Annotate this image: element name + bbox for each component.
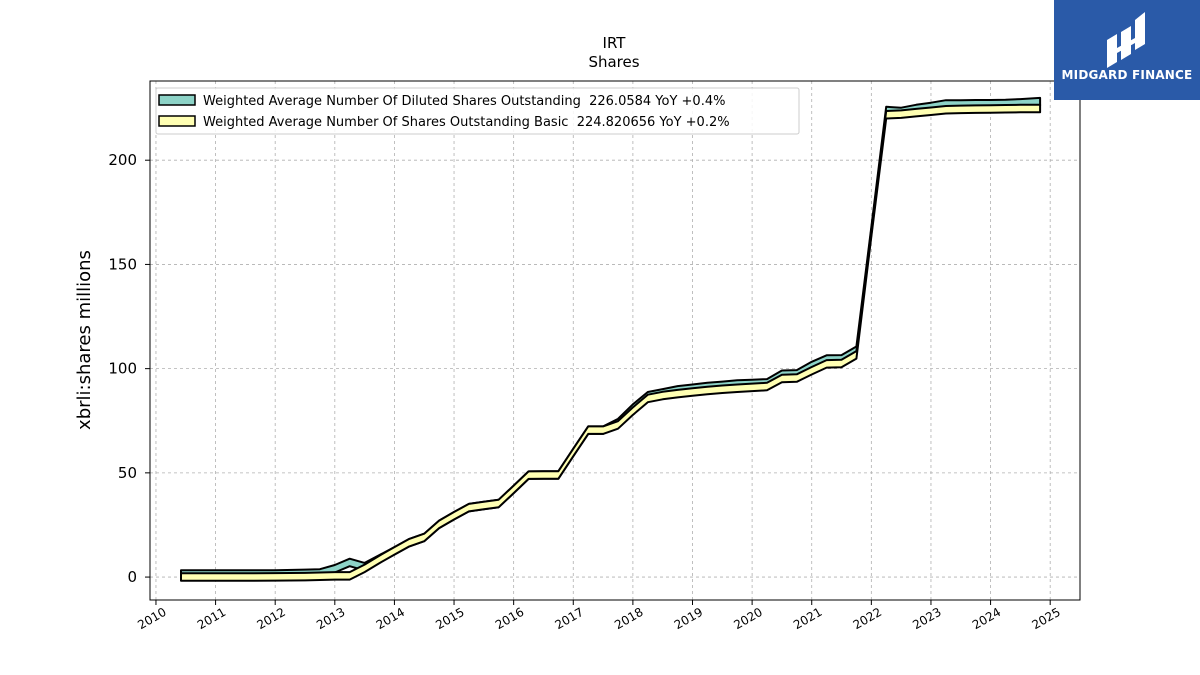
y-tick-label: 200 (108, 151, 137, 169)
y-tick-label: 150 (108, 255, 137, 273)
x-tick-label: 2019 (672, 605, 705, 632)
y-tick-label: 100 (108, 360, 137, 378)
x-tick-label: 2023 (910, 605, 943, 632)
y-tick-label: 50 (118, 464, 137, 482)
midgard-logo-icon (1107, 12, 1145, 68)
y-tick-label: 0 (127, 568, 137, 586)
x-tick-label: 2014 (374, 605, 407, 632)
logo-text: MIDGARD FINANCE (1061, 68, 1193, 82)
legend-label-2: Weighted Average Number Of Shares Outsta… (203, 115, 730, 130)
midgard-finance-logo: MIDGARD FINANCE (1054, 0, 1200, 100)
x-axis: 2010 2011 2012 2013 2014 2015 2016 2017 2018 2019… (135, 600, 1063, 632)
chart-subtitle: Shares (588, 53, 639, 71)
legend-box (155, 87, 800, 135)
x-tick-label: 2015 (433, 605, 466, 632)
legend-swatch-2 (158, 115, 196, 127)
x-tick-label: 2020 (731, 605, 764, 632)
legend-swatch-1 (158, 94, 196, 106)
x-tick-label: 2018 (612, 605, 645, 632)
plot-frame (149, 80, 1081, 601)
y-axis-label: xbrli:shares millions (74, 250, 95, 430)
x-tick-label: 2011 (195, 605, 228, 632)
x-tick-label: 2013 (314, 605, 347, 632)
legend-label-1: Weighted Average Number Of Diluted Share… (203, 94, 725, 109)
chart-title: IRT (603, 34, 627, 52)
series-layer (180, 96, 1042, 582)
x-tick-label: 2017 (553, 605, 586, 632)
grid-lines (150, 81, 1080, 600)
x-tick-label: 2012 (254, 605, 287, 632)
series-area-1 (180, 96, 1042, 579)
x-tick-label: 2025 (1029, 605, 1062, 632)
x-tick-label: 2024 (970, 605, 1003, 632)
x-tick-label: 2021 (791, 605, 824, 632)
x-tick-label: 2016 (493, 605, 526, 632)
series-area-2 (180, 103, 1042, 582)
x-tick-label: 2022 (851, 605, 884, 632)
x-tick-label: 2010 (135, 605, 168, 632)
legend: Weighted Average Number Of Diluted Share… (155, 87, 800, 135)
y-axis: 0 50 100 150 200 (108, 151, 150, 586)
